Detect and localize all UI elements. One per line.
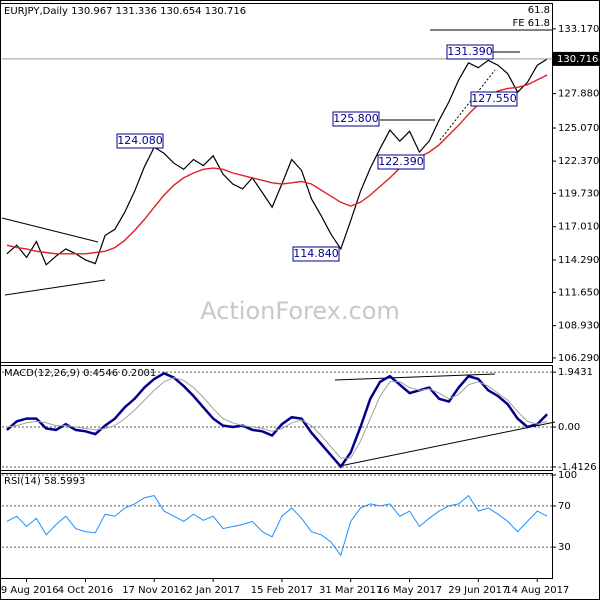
y-tick-label: 111.650	[558, 287, 599, 298]
y-tick-label: 119.730	[558, 188, 599, 199]
annotation-box	[292, 246, 340, 262]
y-tick-label: 0.00	[558, 422, 580, 433]
annotation-box	[377, 154, 425, 170]
x-tick-label: 2 Jan 2017	[186, 585, 240, 596]
rsi-title: RSI(14) 58.5993	[4, 476, 85, 487]
annotation: 114.840	[293, 247, 339, 260]
series-line	[6, 58, 548, 266]
rsi-panel	[0, 473, 553, 579]
y-tick-label: 117.010	[558, 222, 599, 233]
price-panel	[0, 3, 553, 363]
fibo-label: 61.8	[528, 5, 550, 16]
y-tick-label: 127.880	[558, 89, 599, 100]
x-tick-label: 31 Mar 2017	[319, 585, 382, 596]
macd-title: MACD(12,26,9) 0.4546 0.2001	[4, 368, 156, 379]
trendline	[1, 217, 99, 243]
annotation: 125.800	[333, 112, 379, 125]
x-tick-label: 29 Jun 2017	[448, 585, 508, 596]
annotation-box	[116, 133, 164, 149]
y-tick-label: 108.930	[558, 321, 599, 332]
x-tick-label: 19 Aug 2016	[0, 585, 59, 596]
annotation: 127.550	[471, 92, 517, 105]
y-tick-label: 100	[558, 470, 577, 481]
y-tick-label: 122.370	[558, 156, 599, 167]
y-tick-label: 125.070	[558, 123, 599, 134]
series-line	[6, 494, 548, 557]
annotation-box	[470, 91, 518, 107]
x-tick-label: 4 Oct 2016	[58, 585, 113, 596]
y-tick-label: 30	[558, 542, 571, 553]
annotation: 122.390	[378, 155, 424, 168]
last-price-tag	[553, 51, 599, 66]
y-tick-label: 114.290	[558, 255, 599, 266]
x-tick-label: 15 Feb 2017	[251, 585, 313, 596]
last-price-label: 130.716	[557, 54, 598, 65]
y-tick-label: -1.4126	[558, 462, 597, 473]
trendline	[4, 279, 106, 296]
annotation: 131.390	[447, 45, 493, 58]
x-tick-label: 17 Nov 2016	[122, 585, 186, 596]
x-tick-label: 14 Aug 2017	[505, 585, 569, 596]
annotation-box	[446, 44, 494, 60]
watermark: ActionForex.com	[200, 297, 400, 325]
series-line	[6, 377, 548, 459]
y-tick-label: 1.9431	[558, 367, 593, 378]
annotation: 124.080	[117, 134, 163, 147]
chart-title: EURJPY,Daily 130.967 131.336 130.654 130…	[4, 6, 246, 17]
fibo-label: FE 61.8	[512, 18, 550, 29]
annotation-box	[332, 111, 380, 127]
x-tick-label: 16 May 2017	[377, 585, 442, 596]
y-tick-label: 133.170	[558, 24, 599, 35]
trendline	[439, 69, 496, 141]
series-line	[6, 74, 548, 255]
macd-panel	[0, 365, 553, 471]
y-tick-label: 106.290	[558, 353, 599, 364]
y-tick-label: 70	[558, 501, 571, 512]
trendline	[339, 421, 556, 467]
